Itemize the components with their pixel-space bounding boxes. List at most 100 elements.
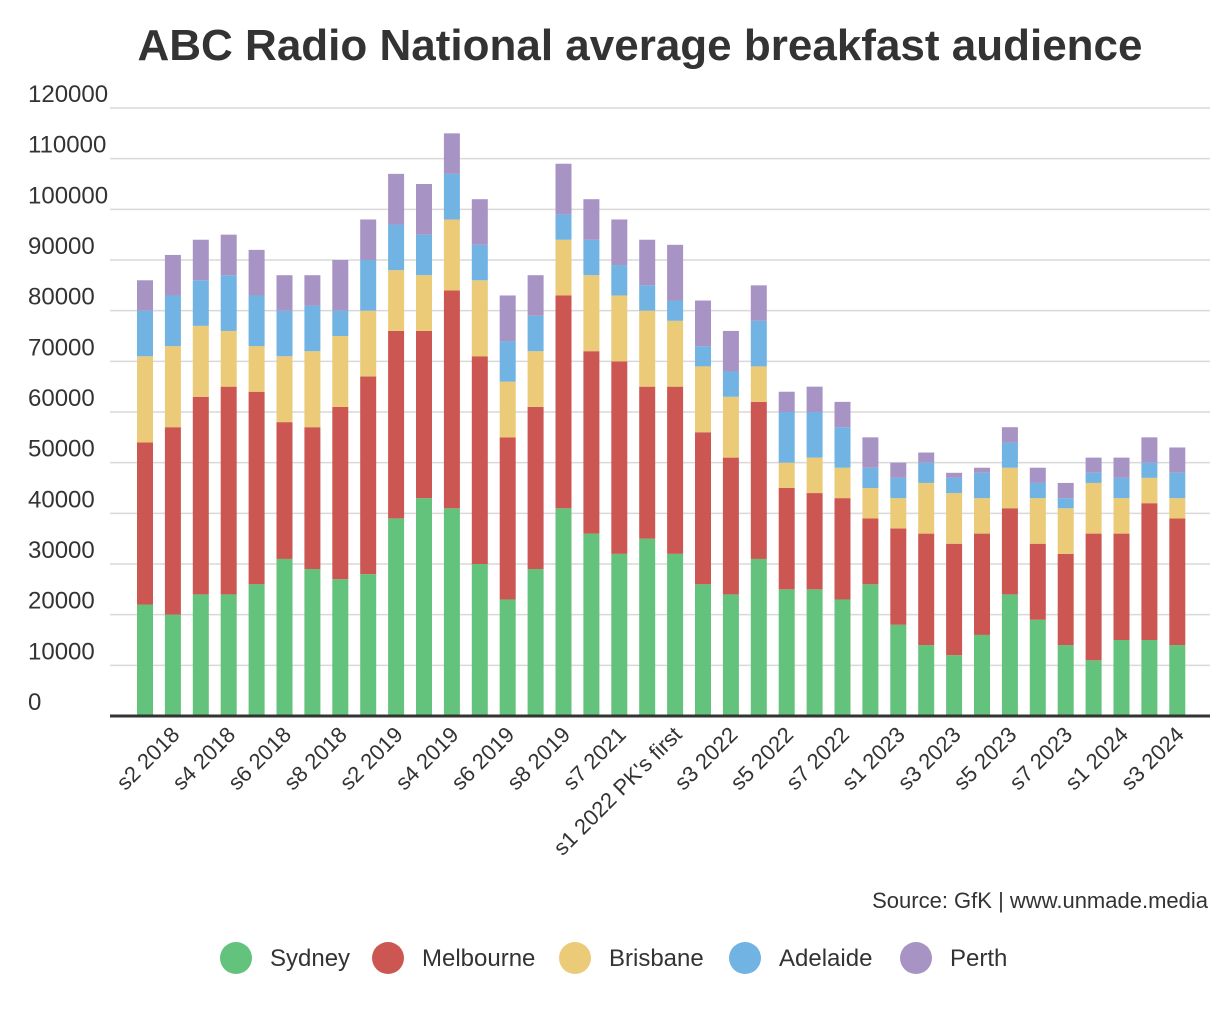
bar-adelaide-5 — [276, 310, 293, 357]
bar-adelaide-4 — [248, 295, 265, 347]
bar-perth-15 — [555, 163, 572, 215]
bar-adelaide-20 — [695, 346, 711, 367]
y-tick-label: 60000 — [28, 385, 95, 412]
bar-brisbane-1 — [164, 346, 181, 428]
bar-melbourne-27 — [890, 528, 907, 625]
bar-sydney-21 — [722, 594, 739, 716]
bar-melbourne-8 — [360, 376, 377, 575]
bar-perth-8 — [360, 219, 377, 260]
bar-perth-12 — [471, 199, 488, 245]
bar-brisbane-29 — [946, 493, 963, 544]
bar-brisbane-14 — [527, 351, 544, 407]
bar-perth-24 — [806, 386, 823, 412]
bar-melbourne-20 — [695, 432, 711, 585]
bar-brisbane-22 — [750, 366, 767, 402]
y-tick-label: 0 — [28, 689, 41, 716]
bar-melbourne-15 — [555, 295, 572, 509]
bar-brisbane-19 — [667, 320, 684, 387]
bar-melbourne-5 — [276, 422, 293, 559]
x-tick-label: s3 2024 — [1116, 722, 1189, 795]
bar-sydney-23 — [778, 589, 795, 716]
bar-perth-13 — [499, 295, 516, 342]
bar-perth-35 — [1113, 457, 1130, 478]
bar-adelaide-18 — [639, 285, 656, 311]
bar-brisbane-9 — [388, 270, 405, 331]
bar-sydney-36 — [1141, 640, 1158, 716]
bar-brisbane-36 — [1141, 477, 1158, 504]
bar-perth-18 — [639, 239, 656, 286]
bar-adelaide-36 — [1141, 462, 1158, 478]
bar-perth-9 — [388, 173, 405, 225]
bar-sydney-11 — [443, 508, 460, 716]
legend-label: Adelaide — [779, 945, 872, 972]
bar-sydney-8 — [360, 574, 377, 716]
legend-label: Perth — [950, 945, 1007, 972]
gridlines — [110, 107, 1210, 667]
legend-swatch — [559, 942, 591, 974]
y-tick-label: 110000 — [28, 132, 106, 159]
y-tick-label: 40000 — [28, 486, 95, 513]
bar-perth-34 — [1085, 457, 1102, 473]
y-tick-label: 20000 — [28, 588, 95, 615]
bar-perth-31 — [1001, 427, 1018, 443]
bar-perth-25 — [834, 401, 851, 428]
bar-melbourne-36 — [1141, 503, 1158, 640]
bar-adelaide-35 — [1113, 477, 1130, 499]
bar-perth-26 — [862, 437, 879, 468]
bar-brisbane-34 — [1085, 482, 1102, 534]
bar-brisbane-27 — [890, 498, 907, 529]
bar-brisbane-12 — [471, 280, 488, 357]
bar-perth-3 — [220, 234, 237, 276]
bar-brisbane-32 — [1029, 498, 1046, 544]
bar-perth-11 — [443, 133, 460, 174]
bar-perth-33 — [1057, 482, 1074, 499]
bar-melbourne-32 — [1029, 543, 1046, 620]
legend-swatch — [900, 942, 932, 974]
legend: Sydney Melbourne Brisbane Adelaide Perth — [220, 942, 1007, 974]
bar-brisbane-15 — [555, 239, 572, 296]
bar-brisbane-26 — [862, 488, 879, 519]
bar-adelaide-33 — [1057, 498, 1074, 509]
y-tick-label: 30000 — [28, 537, 95, 564]
bar-melbourne-7 — [332, 406, 349, 580]
bar-brisbane-2 — [192, 325, 209, 397]
bar-perth-4 — [248, 249, 265, 296]
bar-brisbane-23 — [778, 462, 795, 488]
bar-sydney-4 — [248, 584, 265, 716]
bar-brisbane-33 — [1057, 508, 1074, 554]
bar-sydney-6 — [304, 569, 321, 716]
y-tick-label: 120000 — [28, 81, 108, 108]
bar-brisbane-35 — [1113, 498, 1130, 534]
bar-melbourne-21 — [722, 457, 739, 595]
bar-adelaide-10 — [416, 234, 432, 276]
legend-label: Melbourne — [422, 945, 535, 972]
bar-sydney-37 — [1169, 645, 1186, 716]
bar-brisbane-17 — [611, 295, 628, 362]
bar-melbourne-6 — [304, 427, 321, 570]
legend-swatch — [729, 942, 761, 974]
bar-sydney-30 — [974, 634, 990, 716]
bar-perth-23 — [778, 391, 795, 412]
bar-sydney-2 — [192, 594, 209, 716]
bar-melbourne-18 — [639, 386, 656, 539]
bar-adelaide-13 — [499, 341, 516, 382]
bar-melbourne-37 — [1169, 518, 1186, 646]
bar-perth-19 — [667, 244, 684, 301]
bar-sydney-19 — [667, 553, 684, 716]
bar-brisbane-8 — [360, 310, 377, 377]
bar-sydney-35 — [1113, 640, 1130, 716]
bar-perth-16 — [583, 199, 600, 240]
bar-brisbane-10 — [416, 275, 432, 331]
bar-melbourne-29 — [946, 543, 963, 656]
bar-adelaide-23 — [778, 412, 795, 463]
legend-item-sydney: Sydney — [220, 942, 350, 974]
bar-perth-6 — [304, 275, 321, 306]
bar-melbourne-11 — [443, 290, 460, 509]
legend-label: Sydney — [270, 945, 350, 972]
bar-perth-1 — [164, 254, 181, 296]
bar-melbourne-10 — [416, 330, 432, 499]
bar-adelaide-2 — [192, 280, 209, 326]
bar-sydney-27 — [890, 624, 907, 716]
